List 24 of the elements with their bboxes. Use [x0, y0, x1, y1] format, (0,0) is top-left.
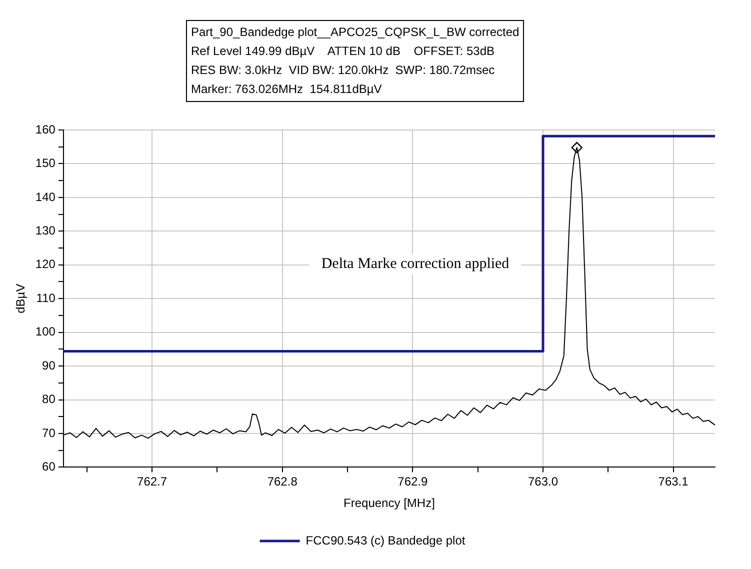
- y-tick-label: 120: [35, 257, 56, 272]
- text: Ref Level 149.99 dBµV ATTEN 10 dB OFFSET: 53dB: [191, 43, 496, 60]
- text: RES BW: 3.0kHz VID BW: 120.0kHz SWP: 180.72msec: [191, 62, 496, 79]
- y-tick-label: 110: [36, 290, 56, 305]
- y-tick-label: 100: [35, 324, 56, 339]
- chart-title: Part_90_Bandedge plot__APCO25_CQPSK_L_BW corrected: [191, 24, 520, 41]
- x-tick-label: 763.0: [528, 474, 558, 489]
- y-tick-label: 90: [42, 358, 56, 372]
- y-tick-label: 70: [42, 426, 56, 440]
- x-tick-label: 762.7: [137, 474, 168, 489]
- annotation: Delta Marke correction applied: [321, 256, 510, 272]
- y-tick-label: 140: [35, 190, 56, 204]
- y-tick-label: 80: [42, 392, 56, 406]
- y-tick-label: 150: [35, 156, 56, 170]
- text: Marker: 763.026MHz 154.811dBµV: [191, 81, 383, 98]
- y-tick-label: 160: [35, 122, 56, 136]
- x-tick-label: 762.8: [267, 474, 298, 489]
- y-axis-title: dBµV: [14, 284, 28, 314]
- x-axis-title: Frequency [MHz]: [344, 496, 435, 510]
- y-tick-label: 130: [35, 223, 56, 238]
- x-tick-label: 763.1: [658, 474, 689, 489]
- y-tick-label: 60: [42, 460, 56, 474]
- x-tick-label: 762.9: [398, 474, 428, 489]
- legend-label: FCC90.543 (c) Bandedge plot: [306, 533, 466, 548]
